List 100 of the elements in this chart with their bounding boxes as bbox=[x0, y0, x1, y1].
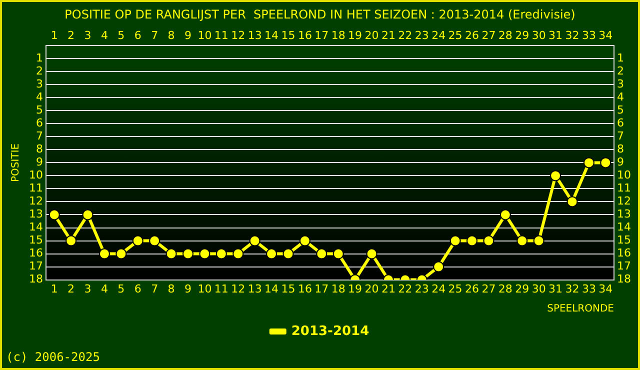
x-tick-label: 29 bbox=[515, 282, 530, 296]
y2-tick-label: 6 bbox=[617, 116, 624, 130]
x-tick-label: 8 bbox=[168, 282, 175, 296]
x2-tick-label: 29 bbox=[515, 28, 530, 42]
y-tick-label: 1 bbox=[36, 51, 43, 64]
x2-tick-label: 7 bbox=[151, 28, 158, 42]
y2-tick-label: 12 bbox=[617, 194, 632, 208]
y-tick-label: 13 bbox=[28, 208, 43, 221]
point bbox=[132, 235, 144, 246]
x2-tick-label: 32 bbox=[565, 28, 580, 42]
x-tick-label: 31 bbox=[548, 282, 563, 296]
y2-tick-label: 8 bbox=[617, 142, 624, 156]
x-tick-label: 34 bbox=[598, 282, 613, 296]
x-tick-label: 24 bbox=[432, 282, 446, 296]
point bbox=[216, 248, 227, 260]
y2-tick-label: 11 bbox=[617, 182, 632, 195]
y-tick-label: 5 bbox=[36, 104, 43, 117]
y-tick-label: 4 bbox=[36, 90, 43, 104]
x-tick-label: 5 bbox=[118, 282, 125, 296]
x-tick-label: 4 bbox=[100, 282, 108, 296]
x-axis-title: SPEELRONDE bbox=[547, 304, 614, 315]
x-tick-label: 23 bbox=[414, 282, 429, 296]
point bbox=[232, 248, 244, 260]
point bbox=[166, 248, 177, 260]
x-tick-label: 12 bbox=[231, 282, 246, 296]
x-tick-label: 32 bbox=[565, 282, 580, 296]
point bbox=[332, 248, 344, 260]
y-tick-label: 8 bbox=[36, 142, 43, 156]
point bbox=[116, 248, 127, 260]
point bbox=[583, 157, 594, 168]
y-tick-label: 9 bbox=[36, 156, 43, 169]
point bbox=[282, 248, 294, 260]
y2-tick-label: 4 bbox=[617, 90, 624, 104]
x2-tick-label: 25 bbox=[448, 28, 462, 42]
x-tick-label: 27 bbox=[482, 282, 496, 296]
legend-label: 2013-2014 bbox=[291, 324, 370, 339]
y2-tick-label: 16 bbox=[617, 246, 632, 260]
x-tick-label: 13 bbox=[248, 282, 262, 296]
x-tick-label: 16 bbox=[298, 282, 312, 296]
x2-tick-label: 13 bbox=[248, 28, 262, 42]
point bbox=[483, 235, 494, 246]
y-tick-label: 14 bbox=[28, 220, 43, 234]
x-tick-label: 6 bbox=[134, 282, 142, 296]
x2-tick-label: 18 bbox=[331, 28, 346, 42]
y-tick-label: 18 bbox=[28, 272, 43, 286]
point bbox=[299, 235, 310, 246]
x2-tick-label: 20 bbox=[364, 28, 379, 42]
point bbox=[533, 235, 544, 246]
point bbox=[600, 157, 612, 168]
x2-tick-label: 27 bbox=[482, 28, 496, 42]
point bbox=[66, 235, 77, 246]
chart-title: POSITIE OP DE RANGLIJST PER SPEELROND IN HET SEIZOEN : 2013-2014 (Eredivisie) bbox=[64, 7, 576, 22]
x-tick-label: 14 bbox=[264, 282, 279, 296]
x2-tick-label: 23 bbox=[414, 28, 429, 42]
y-tick-label: 17 bbox=[28, 260, 43, 273]
y2-tick-label: 17 bbox=[617, 260, 632, 273]
x-tick-label: 22 bbox=[398, 282, 412, 296]
point bbox=[433, 261, 444, 272]
point bbox=[550, 170, 562, 182]
x2-tick-label: 31 bbox=[548, 28, 563, 42]
y-tick-label: 2 bbox=[36, 64, 43, 78]
y-tick-label: 15 bbox=[28, 234, 43, 247]
x2-tick-label: 34 bbox=[598, 28, 613, 42]
x-tick-label: 18 bbox=[331, 282, 346, 296]
x2-tick-label: 9 bbox=[184, 28, 192, 42]
point bbox=[516, 235, 528, 246]
y2-tick-label: 10 bbox=[617, 168, 632, 182]
point bbox=[149, 235, 160, 246]
x-tick-label: 26 bbox=[465, 282, 479, 296]
x2-tick-label: 17 bbox=[314, 28, 329, 42]
y2-tick-label: 3 bbox=[617, 77, 624, 90]
text: (c) 2006-2025 bbox=[6, 350, 100, 364]
point bbox=[249, 235, 260, 246]
y2-tick-label: 15 bbox=[617, 234, 632, 247]
y-tick-label: 3 bbox=[36, 77, 43, 90]
x2-tick-label: 22 bbox=[398, 28, 412, 42]
point bbox=[450, 235, 461, 246]
x2-tick-label: 28 bbox=[498, 28, 512, 42]
y-tick-label: 12 bbox=[28, 194, 43, 208]
point bbox=[466, 235, 478, 246]
y2-tick-label: 1 bbox=[617, 51, 624, 64]
x-tick-label: 28 bbox=[498, 282, 512, 296]
x-tick-label: 10 bbox=[198, 282, 212, 296]
point bbox=[82, 209, 94, 220]
point bbox=[199, 248, 210, 260]
x2-tick-label: 14 bbox=[264, 28, 279, 42]
y-tick-label: 6 bbox=[36, 116, 43, 130]
x2-tick-label: 10 bbox=[198, 28, 212, 42]
y2-tick-label: 14 bbox=[617, 220, 632, 234]
y-tick-label: 7 bbox=[36, 130, 43, 143]
x-tick-label: 25 bbox=[448, 282, 462, 296]
x2-tick-label: 33 bbox=[582, 28, 596, 42]
point bbox=[48, 209, 60, 220]
x2-tick-label: 15 bbox=[281, 28, 296, 42]
x2-tick-label: 3 bbox=[84, 28, 92, 42]
x-tick-label: 19 bbox=[348, 282, 362, 296]
x-tick-label: 20 bbox=[364, 282, 379, 296]
x-tick-label: 1 bbox=[50, 282, 58, 296]
x2-tick-label: 24 bbox=[432, 28, 446, 42]
y-tick-label: 10 bbox=[28, 168, 43, 182]
